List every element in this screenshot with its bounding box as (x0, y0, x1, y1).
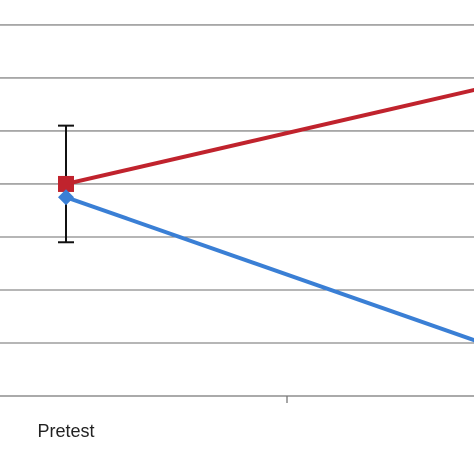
marker (58, 175, 74, 192)
x-tick-label: Pretest (37, 421, 94, 441)
series-line (65, 195, 474, 343)
series-line (65, 87, 474, 186)
marker (58, 189, 74, 206)
